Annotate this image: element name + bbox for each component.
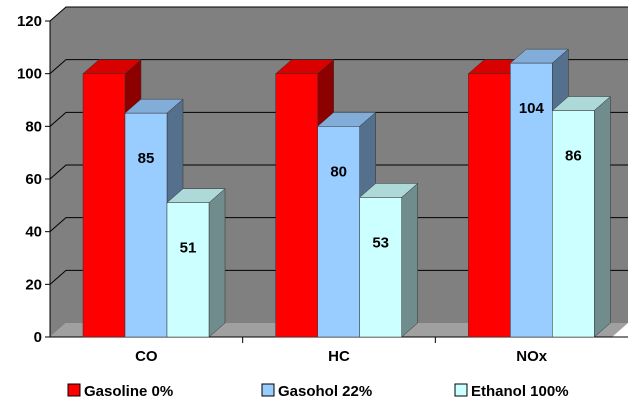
bar-gasohol-22-hc bbox=[317, 126, 360, 338]
data-label-ethanol-100-hc: 53 bbox=[372, 234, 389, 251]
y-tick-label: 80 bbox=[25, 118, 42, 135]
legend-label-gasohol-22: Gasohol 22% bbox=[278, 383, 372, 400]
gridline bbox=[49, 269, 628, 285]
y-tick-label: 40 bbox=[25, 224, 42, 241]
data-label-gasohol-22-co: 85 bbox=[138, 150, 155, 167]
bar-side-ethanol-100-co bbox=[208, 188, 226, 338]
bar-side-ethanol-100-hc bbox=[401, 182, 418, 338]
y-tick-label: 120 bbox=[17, 13, 42, 30]
bar-gasohol-22-nox bbox=[510, 62, 553, 338]
y-tick-label: 60 bbox=[25, 171, 42, 188]
legend-label-gasoline-0: Gasoline 0% bbox=[84, 383, 173, 400]
data-label-gasohol-22-nox: 104 bbox=[519, 100, 545, 117]
legend-label-ethanol-100: Ethanol 100% bbox=[471, 383, 569, 400]
data-label-ethanol-100-nox: 86 bbox=[565, 148, 582, 165]
data-label-ethanol-100-co: 51 bbox=[180, 240, 197, 257]
x-category-label-hc: HC bbox=[328, 348, 350, 365]
gridline bbox=[49, 217, 628, 233]
data-label-gasohol-22-hc: 80 bbox=[330, 163, 347, 180]
y-tick-label: 20 bbox=[25, 276, 42, 293]
gridline bbox=[49, 6, 628, 22]
y-tick-label: 100 bbox=[17, 66, 42, 83]
x-category-label-co: CO bbox=[135, 348, 158, 365]
bar-gasoline-0-nox bbox=[468, 73, 511, 338]
data-labels: 85 51 80 53 104 86 bbox=[138, 100, 582, 257]
gridline bbox=[49, 111, 628, 127]
legend-swatch-gasohol-22 bbox=[261, 383, 275, 397]
bar-gasoline-0-co bbox=[82, 73, 126, 338]
bar-side-ethanol-100-nox bbox=[594, 95, 611, 338]
y-tick-label: 0 bbox=[34, 329, 42, 346]
bar-series bbox=[82, 48, 611, 338]
legend-swatch-gasoline-0 bbox=[67, 383, 81, 397]
bar-ethanol-100-hc bbox=[359, 197, 402, 338]
gridline bbox=[49, 164, 628, 180]
legend-swatch-ethanol-100 bbox=[454, 383, 468, 397]
bar-ethanol-100-co bbox=[166, 202, 210, 338]
bar-ethanol-100-nox bbox=[552, 110, 595, 338]
bar-gasohol-22-co bbox=[124, 112, 168, 338]
gridline bbox=[49, 59, 628, 75]
x-category-label-nox: NOx bbox=[516, 348, 548, 365]
gridlines bbox=[49, 6, 628, 285]
legend: Gasoline 0% Gasohol 22% Ethanol 100% bbox=[67, 383, 569, 400]
bar-gasoline-0-hc bbox=[275, 73, 318, 338]
